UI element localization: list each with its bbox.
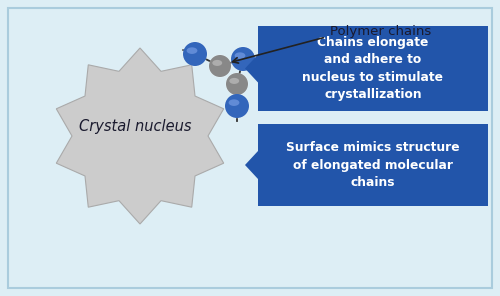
Ellipse shape [230, 78, 239, 84]
FancyBboxPatch shape [258, 26, 488, 111]
Polygon shape [56, 48, 224, 224]
Polygon shape [245, 54, 258, 83]
Circle shape [209, 55, 231, 77]
FancyBboxPatch shape [258, 124, 488, 206]
Circle shape [225, 94, 249, 118]
Circle shape [230, 46, 256, 72]
Ellipse shape [228, 99, 239, 106]
Ellipse shape [234, 52, 246, 59]
Circle shape [183, 42, 207, 66]
Text: Chains elongate
and adhere to
nucleus to stimulate
crystallization: Chains elongate and adhere to nucleus to… [302, 36, 444, 101]
Circle shape [226, 73, 248, 96]
Text: Surface mimics structure
of elongated molecular
chains: Surface mimics structure of elongated mo… [286, 141, 460, 189]
Circle shape [231, 47, 255, 71]
Circle shape [182, 41, 208, 67]
Circle shape [224, 94, 250, 118]
Circle shape [208, 54, 232, 78]
Text: Crystal nucleus: Crystal nucleus [79, 118, 191, 133]
Polygon shape [245, 151, 258, 179]
Ellipse shape [212, 60, 222, 66]
Circle shape [226, 73, 248, 95]
FancyBboxPatch shape [8, 8, 492, 288]
Ellipse shape [186, 47, 198, 54]
Text: Polymer chains: Polymer chains [330, 25, 431, 38]
